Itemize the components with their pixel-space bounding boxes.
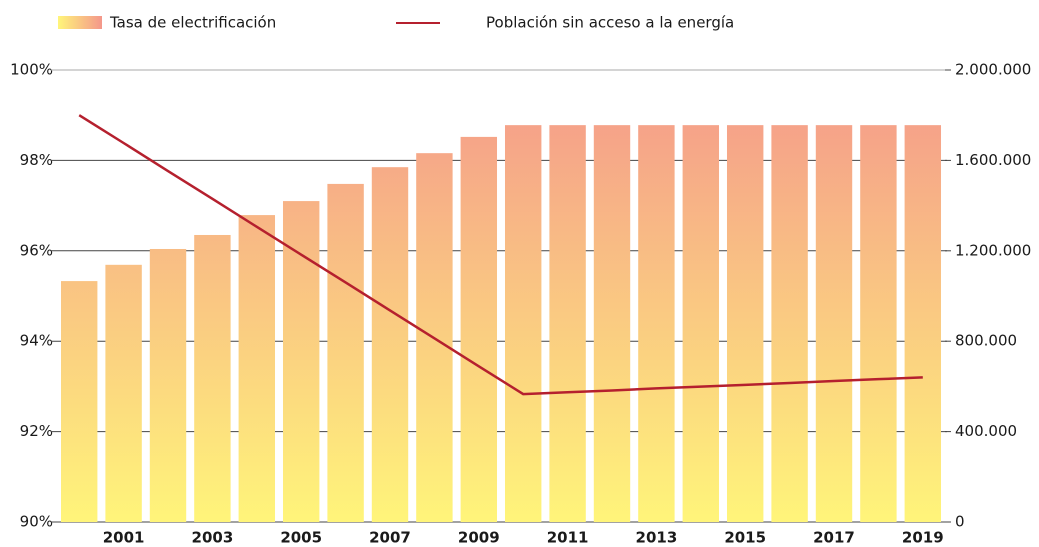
bar	[504, 125, 542, 523]
bar	[815, 125, 853, 523]
legend-label: Población sin acceso a la energía	[486, 14, 734, 32]
y2-tick-label: 800.000	[955, 332, 1017, 350]
x-tick-label: 2007	[369, 529, 411, 547]
bar	[327, 183, 364, 523]
bar	[105, 264, 142, 522]
bar	[60, 281, 98, 522]
x-tick-label: 2005	[280, 529, 322, 547]
y-tick-label: 98%	[20, 151, 53, 169]
y-tick-label: 92%	[20, 422, 53, 440]
bar	[549, 125, 586, 523]
bar	[460, 136, 498, 522]
y-tick-label: 94%	[20, 332, 53, 350]
y2-tick-label: 2.000.000	[955, 61, 1031, 79]
bar	[194, 234, 231, 523]
bar	[771, 125, 808, 523]
y2-tick-label: 0	[955, 513, 965, 531]
y-tick-label: 90%	[20, 513, 53, 531]
x-tick-label: 2019	[902, 529, 944, 547]
y2-tick-label: 1.600.000	[955, 151, 1031, 169]
bar	[726, 125, 764, 523]
bar	[682, 125, 720, 523]
x-tick-label: 2011	[547, 529, 589, 547]
y2-tick-label: 1.200.000	[955, 241, 1031, 259]
bar	[149, 248, 187, 522]
y-tick-label: 96%	[20, 241, 53, 259]
bar	[593, 125, 631, 523]
bar	[904, 125, 942, 523]
bar	[282, 201, 320, 522]
bar	[238, 215, 276, 523]
x-tick-label: 2017	[813, 529, 855, 547]
x-tick-label: 2001	[103, 529, 145, 547]
bar	[371, 167, 409, 522]
y-tick-label: 100%	[10, 61, 53, 79]
bar	[860, 125, 897, 523]
legend-swatch	[58, 16, 102, 29]
legend-label: Tasa de electrificación	[109, 14, 276, 32]
bar	[638, 125, 675, 523]
x-tick-label: 2003	[192, 529, 234, 547]
line	[78, 114, 923, 396]
x-tick-label: 2009	[458, 529, 500, 547]
x-tick-label: 2015	[724, 529, 766, 547]
y2-tick-label: 400.000	[955, 422, 1017, 440]
x-tick-label: 2013	[636, 529, 678, 547]
